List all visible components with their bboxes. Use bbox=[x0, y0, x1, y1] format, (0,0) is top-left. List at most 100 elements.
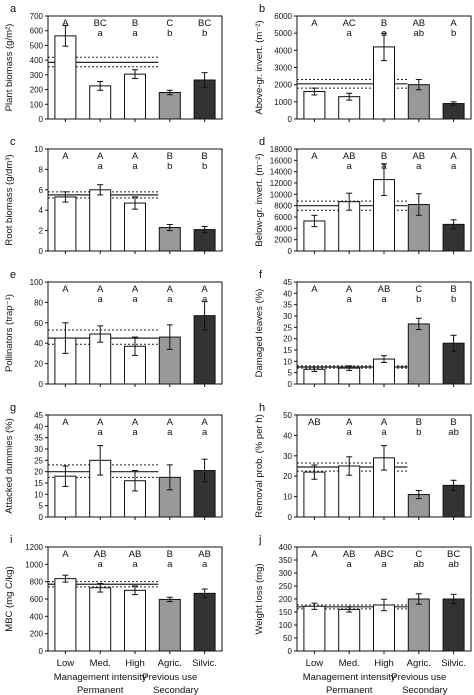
y-tick-label-c-8: 8 bbox=[39, 165, 44, 174]
letter-bottom-b-3: ab bbox=[414, 28, 425, 39]
letter-top-a-4: BC bbox=[198, 18, 211, 29]
letter-bottom-a-2: a bbox=[132, 28, 138, 39]
y-tick-label-f-5: 5 bbox=[288, 369, 293, 378]
y-tick-label-c-2: 2 bbox=[39, 227, 44, 236]
letter-top-b-3: AB bbox=[412, 18, 425, 29]
y-tick-label-e-80: 80 bbox=[34, 298, 43, 307]
y-tick-label-g-15: 15 bbox=[34, 479, 43, 488]
letter-bottom-e-4: a bbox=[202, 294, 208, 305]
letter-top-a-2: B bbox=[132, 18, 138, 29]
letter-top-c-0: A bbox=[62, 151, 69, 162]
y-tick-label-b-3000: 3000 bbox=[274, 64, 292, 73]
letter-top-g-1: A bbox=[97, 417, 104, 428]
x-category-label-j-3: Agric. bbox=[407, 658, 431, 669]
y-tick-label-h-40: 40 bbox=[283, 431, 292, 440]
letter-top-h-4: B bbox=[450, 417, 456, 428]
x-category-label-j-1: Med. bbox=[339, 658, 360, 669]
y-axis-label-g: Attacked dummies (%) bbox=[4, 418, 15, 514]
y-tick-label-g-40: 40 bbox=[34, 422, 43, 431]
y-tick-label-e-60: 60 bbox=[34, 319, 43, 328]
y-tick-label-i-1000: 1000 bbox=[25, 560, 43, 569]
y-tick-label-f-30: 30 bbox=[283, 312, 292, 321]
letter-bottom-j-1: a bbox=[347, 559, 353, 570]
bar-i-1 bbox=[89, 587, 112, 652]
letter-top-h-3: B bbox=[416, 417, 422, 428]
letter-bottom-h-3: b bbox=[416, 427, 421, 438]
y-tick-label-f-40: 40 bbox=[283, 289, 292, 298]
y-tick-label-c-4: 4 bbox=[39, 206, 44, 215]
letter-top-c-2: A bbox=[132, 151, 139, 162]
letter-top-b-1: AC bbox=[343, 18, 356, 29]
letter-bottom-g-1: a bbox=[98, 427, 104, 438]
y-tick-label-e-20: 20 bbox=[34, 360, 43, 369]
y-tick-label-b-4000: 4000 bbox=[274, 46, 292, 55]
letter-top-f-2: AB bbox=[378, 284, 391, 295]
letter-bottom-e-2: a bbox=[132, 294, 138, 305]
panel-letter-f: f bbox=[259, 269, 263, 281]
panel-b: A ACaBaABabAb0100020003000400050006000bAb… bbox=[254, 3, 472, 124]
bar-i-2 bbox=[124, 589, 146, 652]
letter-bottom-i-3: a bbox=[167, 559, 173, 570]
y-tick-label-j-50: 50 bbox=[283, 634, 292, 643]
x-category-label-j-2: High bbox=[374, 658, 394, 669]
x-category-label-i-4: Silvic. bbox=[192, 658, 217, 669]
y-tick-label-i-1200: 1200 bbox=[25, 543, 43, 552]
letter-bottom-c-3: b bbox=[167, 161, 172, 172]
bar-a-3 bbox=[158, 92, 181, 120]
bar-j-0 bbox=[303, 605, 326, 652]
y-tick-label-b-5000: 5000 bbox=[274, 29, 292, 38]
letter-bottom-b-1: a bbox=[347, 28, 353, 39]
bar-j-1 bbox=[338, 608, 361, 652]
bar-i-3 bbox=[158, 598, 181, 652]
letter-bottom-e-3: a bbox=[167, 294, 173, 305]
y-tick-label-i-600: 600 bbox=[30, 595, 44, 604]
letter-top-h-1: A bbox=[346, 417, 353, 428]
y-tick-label-g-10: 10 bbox=[34, 490, 43, 499]
letter-top-j-3: C bbox=[415, 549, 422, 560]
letter-bottom-j-2: a bbox=[381, 559, 387, 570]
y-axis-label-e: Pollinators (trap⁻¹) bbox=[4, 294, 15, 372]
y-tick-label-g-45: 45 bbox=[34, 411, 43, 420]
letter-bottom-f-4: b bbox=[451, 294, 456, 305]
y-tick-label-g-20: 20 bbox=[34, 468, 43, 477]
y-tick-label-c-6: 6 bbox=[39, 186, 44, 195]
panel-letter-d: d bbox=[259, 136, 265, 148]
letter-top-d-4: A bbox=[450, 151, 457, 162]
letter-top-i-1: AB bbox=[94, 549, 107, 560]
letter-bottom-h-2: a bbox=[381, 427, 387, 438]
bar-a-0 bbox=[54, 35, 77, 120]
letter-bottom-d-1: a bbox=[347, 161, 353, 172]
letter-bottom-f-1: a bbox=[347, 294, 353, 305]
bar-a-1 bbox=[89, 85, 112, 120]
y-tick-label-d-0: 0 bbox=[288, 247, 293, 256]
letter-top-d-2: B bbox=[381, 151, 387, 162]
letter-top-g-2: A bbox=[132, 417, 139, 428]
letter-top-g-3: A bbox=[167, 417, 174, 428]
letter-bottom-g-2: a bbox=[132, 427, 138, 438]
letter-bottom-c-4: b bbox=[202, 161, 207, 172]
y-tick-label-d-14000: 14000 bbox=[270, 168, 293, 177]
letter-top-i-2: AB bbox=[129, 549, 142, 560]
y-tick-label-a-600: 600 bbox=[30, 27, 44, 36]
letter-bottom-e-1: a bbox=[98, 294, 104, 305]
group-label-secondary-j: Secondary bbox=[402, 685, 448, 695]
y-tick-label-j-350: 350 bbox=[279, 556, 293, 565]
letter-top-j-1: AB bbox=[343, 549, 356, 560]
letter-bottom-d-4: a bbox=[451, 161, 457, 172]
panel-letter-j: j bbox=[258, 534, 261, 546]
x-category-label-i-2: High bbox=[125, 658, 145, 669]
y-tick-label-d-4000: 4000 bbox=[274, 224, 292, 233]
letter-bottom-d-2: a bbox=[381, 161, 387, 172]
letter-top-c-3: B bbox=[167, 151, 173, 162]
y-tick-label-d-18000: 18000 bbox=[270, 145, 293, 154]
bar-i-0 bbox=[54, 578, 77, 652]
y-tick-label-f-10: 10 bbox=[283, 357, 292, 366]
letter-bottom-b-4: b bbox=[451, 28, 456, 39]
y-tick-label-f-0: 0 bbox=[288, 380, 293, 389]
letter-top-i-4: AB bbox=[198, 549, 211, 560]
